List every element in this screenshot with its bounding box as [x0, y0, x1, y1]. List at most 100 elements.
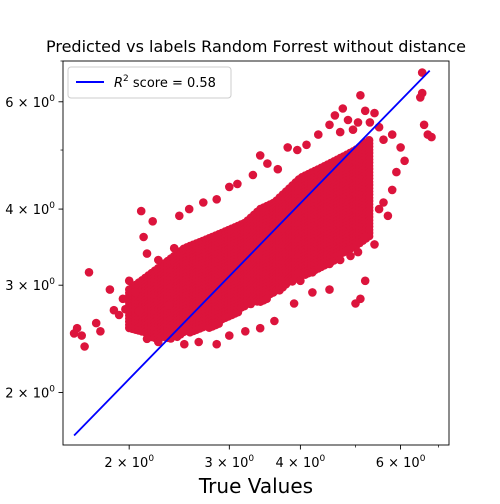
scatter-point: [308, 268, 317, 277]
scatter-points: [69, 68, 436, 351]
scatter-point: [96, 327, 105, 336]
scatter-point: [338, 104, 348, 113]
scatter-point: [387, 130, 397, 139]
scatter-point: [396, 143, 405, 152]
x-tick-label: 6 × 100: [376, 454, 426, 471]
scatter-point: [105, 285, 115, 294]
scatter-point: [80, 342, 89, 351]
scatter-point: [263, 159, 272, 168]
scatter-point: [273, 164, 283, 174]
x-ticks: 2 × 100 3 × 100 4 × 100 6 × 100: [104, 445, 439, 471]
legend-label: R2 score = 0.58: [114, 74, 216, 91]
scatter-point: [353, 118, 363, 127]
scatter-point: [387, 185, 397, 195]
scatter-point: [175, 211, 184, 221]
scatter-point: [212, 339, 221, 349]
reference-line-group: [73, 69, 431, 437]
x-tick-label: 3 × 100: [204, 454, 254, 471]
scatter-point: [351, 299, 360, 308]
scatter-point: [225, 182, 234, 192]
scatter-point: [392, 167, 401, 177]
x-axis-label: True Values: [198, 474, 313, 498]
scatter-point: [134, 306, 144, 316]
scatter-point: [348, 125, 358, 134]
scatter-point: [427, 132, 436, 142]
scatter-point: [255, 323, 265, 333]
y-tick-label: 3 × 100: [5, 277, 55, 294]
scatter-point: [154, 255, 163, 265]
y-tick-label: 6 × 100: [5, 94, 55, 111]
scatter-point: [325, 120, 334, 130]
scatter-point: [360, 106, 370, 116]
scatter-point: [180, 339, 189, 349]
scatter-point: [184, 204, 194, 214]
chart-title: Predicted vs labels Random Forrest witho…: [46, 37, 466, 56]
scatter-point: [241, 327, 250, 336]
scatter-point: [365, 118, 375, 127]
scatter-point: [212, 195, 221, 204]
scatter-point: [419, 120, 429, 130]
scatter-point: [194, 337, 203, 347]
scatter-point: [314, 130, 323, 139]
scatter-point: [335, 255, 345, 265]
scatter-point: [91, 318, 101, 328]
scatter-point: [400, 156, 409, 166]
scatter-point: [360, 276, 370, 286]
scatter-point: [136, 206, 146, 216]
y-ticks: 2 × 100 3 × 100 4 × 100 6 × 100: [5, 60, 63, 402]
x-tick-label: 4 × 100: [276, 454, 326, 471]
scatter-point: [142, 249, 152, 258]
scatter-point: [233, 179, 242, 189]
scatter-point: [169, 243, 179, 253]
scatter-point: [248, 170, 258, 180]
scatter-point: [225, 331, 234, 340]
scatter-point: [346, 251, 355, 261]
scatter-point: [370, 108, 379, 118]
scatter-point: [139, 232, 148, 242]
legend: R2 score = 0.58: [67, 66, 232, 99]
scatter-point: [330, 111, 340, 120]
scatter-point: [84, 268, 94, 277]
scatter-point: [118, 294, 128, 304]
scatter-point: [308, 288, 317, 297]
scatter-point: [379, 198, 388, 207]
scatter-point: [325, 285, 334, 294]
scatter-point: [374, 204, 384, 214]
scatter-point: [417, 88, 427, 98]
scatter-point: [360, 232, 370, 242]
scatter-point: [417, 68, 427, 77]
scatter-point: [270, 316, 279, 326]
scatter-point: [296, 276, 305, 286]
scatter-point: [302, 140, 311, 150]
scatter-point: [325, 259, 334, 269]
scatter-point: [131, 288, 140, 297]
scatter-point: [343, 115, 353, 125]
x-tick-label: 2 × 100: [104, 454, 154, 471]
scatter-point: [199, 198, 208, 207]
scatter-point: [124, 276, 134, 286]
scatter-point: [356, 91, 365, 100]
scatter-point: [142, 334, 152, 344]
point-cloud: [125, 136, 374, 343]
scatter-point: [283, 143, 293, 152]
scatter-point: [379, 135, 388, 144]
y-tick-label: 2 × 100: [5, 385, 55, 402]
scatter-point: [353, 247, 363, 257]
scatter-point: [77, 331, 86, 340]
reference-line: [73, 69, 431, 437]
scatter-point: [374, 122, 384, 132]
scatter-point: [164, 301, 174, 310]
scatter-point: [335, 127, 345, 137]
scatter-point: [72, 323, 82, 333]
scatter-point: [289, 299, 299, 308]
y-tick-label: 4 × 100: [5, 201, 55, 218]
scatter-point: [293, 145, 302, 155]
plot-frame: [62, 60, 450, 446]
scatter-point: [154, 337, 163, 347]
scatter-point: [370, 240, 379, 249]
scatter-point: [255, 151, 265, 160]
scatter-point: [383, 211, 393, 221]
scatter-point: [121, 304, 130, 314]
